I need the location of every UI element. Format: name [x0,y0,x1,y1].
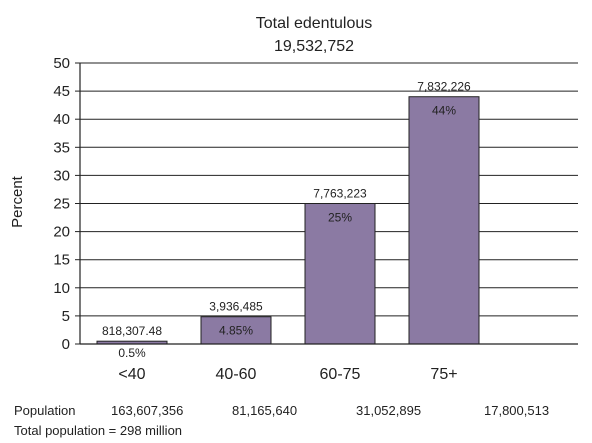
chart-subtitle: 19,532,752 [274,38,354,55]
bar [200,316,272,345]
bar-count-label: 818,307.48 [102,324,162,338]
y-tick-label: 20 [53,224,70,241]
y-tick-label: 0 [62,336,70,353]
bar-percent-label: 44% [432,104,456,118]
population-value: 17,800,513 [484,403,550,418]
x-tick-label: 60-75 [320,366,361,383]
y-tick-label: 45 [53,83,70,100]
bar [304,203,376,345]
y-axis-label: Percent [9,175,26,228]
y-tick-label: 35 [53,139,70,156]
bar [408,96,480,345]
y-tick-label: 15 [53,252,70,269]
bar-count-label: 7,763,223 [313,187,367,201]
bars [96,96,480,345]
total-population: Total population = 298 million [14,423,183,438]
y-tick-label: 25 [53,196,70,213]
x-tick-labels: <40 40-60 60-75 75+ [118,366,457,383]
population-value: 163,607,356 [111,403,184,418]
y-tick-label: 50 [53,55,70,72]
x-tick-label: 75+ [430,366,457,383]
y-tick-label: 5 [62,308,70,325]
population-row: Population [14,403,75,418]
bar-percent-label: 0.5% [118,346,146,360]
y-tick-label: 30 [53,167,70,184]
data-labels: 818,307.48 0.5% 3,936,485 4.85% 7,763,223 25%… [102,80,471,360]
bar-percent-label: 4.85% [219,324,253,338]
population-value: 81,165,640 [232,403,298,418]
y-tick-labels: 0 5 10 15 20 25 30 35 40 45 50 [53,55,70,353]
population-label: Population [14,403,76,418]
x-tick-label: <40 [118,366,145,383]
bar-count-label: 3,936,485 [209,300,263,314]
x-tick-label: 40-60 [216,366,257,383]
bar-count-label: 7,832,226 [417,80,471,94]
y-tick-label: 10 [53,280,70,297]
y-tick-label: 40 [53,111,70,128]
population-value: 31,052,895 [356,403,422,418]
bar-percent-label: 25% [328,211,352,225]
chart-title: Total edentulous [256,15,373,32]
